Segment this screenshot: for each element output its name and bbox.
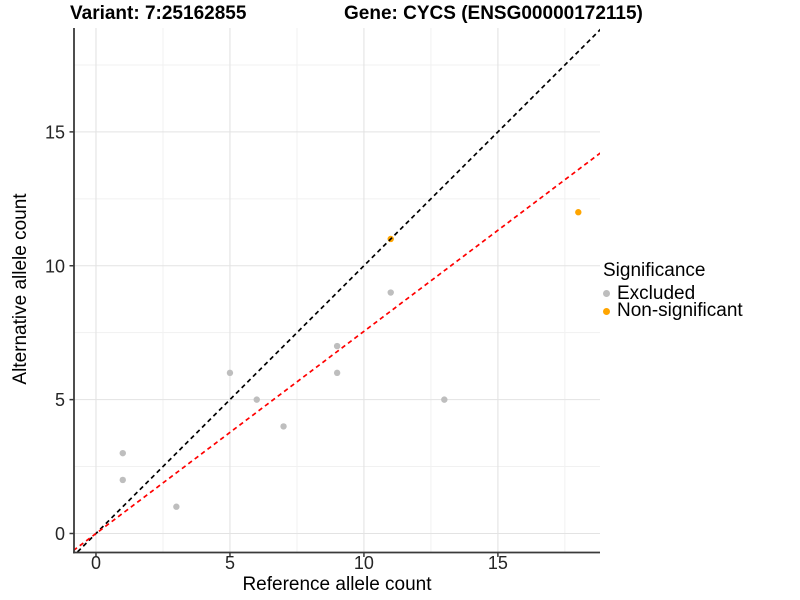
data-point-excluded (226, 369, 234, 377)
legend-dot-icon (603, 290, 610, 298)
legend-item-non-significant: Non-significant (603, 300, 743, 322)
y-tick-label: 0 (55, 524, 65, 544)
x-axis-label: Reference allele count (242, 574, 432, 595)
y-tick-label: 10 (45, 256, 65, 276)
y-axis-label: Alternative allele count (10, 193, 31, 385)
data-point-excluded (253, 396, 260, 403)
data-point-excluded (333, 342, 341, 350)
legend-dot-icon (603, 307, 610, 315)
x-tick-label: 15 (488, 553, 508, 573)
data-point-excluded (387, 289, 394, 296)
data-point-excluded (280, 423, 287, 430)
y-tick-label: 15 (45, 122, 65, 142)
legend-item-label: Non-significant (617, 300, 743, 322)
data-point-excluded (119, 476, 126, 484)
data-point-excluded (119, 449, 126, 457)
x-tick-label: 5 (225, 553, 235, 573)
legend-item-label: Excluded (617, 282, 696, 304)
variant-title: Variant: 7:25162855 (70, 3, 247, 24)
fit-line (74, 152, 600, 552)
data-point-non-significant (575, 209, 582, 216)
legend-items: Excluded Non-significant (603, 282, 743, 322)
data-point-excluded (441, 396, 448, 403)
gene-title: Gene: CYCS (ENSG00000172115) (344, 3, 643, 24)
identity-line (75, 28, 600, 553)
x-tick-label: 0 (91, 553, 101, 573)
x-tick-label: 10 (354, 553, 374, 573)
y-tick-label: 5 (55, 390, 65, 410)
legend-item-excluded: Excluded (603, 282, 743, 304)
legend-title: Significance (603, 260, 706, 281)
legend: Significance Excluded Non-significant (603, 260, 743, 322)
data-point-excluded (333, 369, 341, 377)
data-point-excluded (173, 503, 180, 510)
